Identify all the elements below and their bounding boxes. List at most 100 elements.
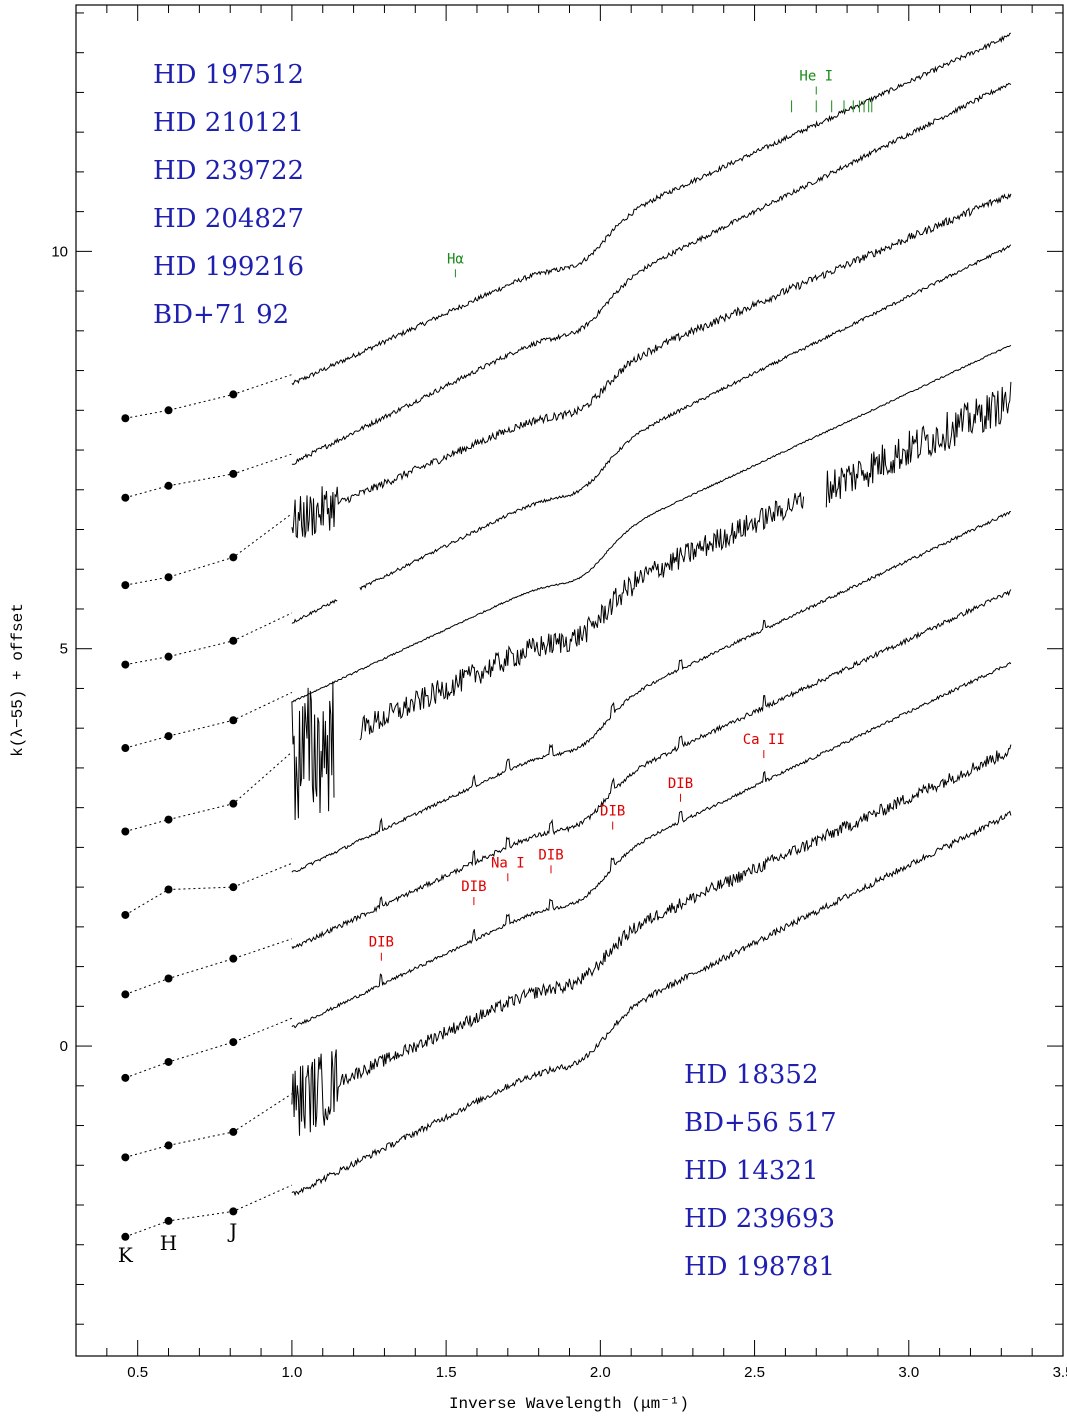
h-point	[164, 885, 173, 894]
x-tick-label: 2.5	[744, 1364, 765, 1381]
j-point	[229, 469, 238, 478]
h-point	[164, 1057, 173, 1066]
j-point	[229, 716, 238, 725]
j-point	[229, 636, 238, 645]
star-list-bottom-right: HD 18352 BD+56 517 HD 14321 HD 239693 HD 198…	[684, 1060, 837, 1282]
photometry-connector	[125, 374, 293, 419]
spectrum-line	[291, 193, 1012, 539]
band-label: J	[227, 1219, 237, 1243]
spectrum-series	[121, 589, 1012, 999]
j-point	[229, 1207, 238, 1216]
star-label: HD 199216	[153, 252, 304, 282]
photometry-connector	[125, 862, 293, 916]
spectrum-series	[121, 82, 1012, 502]
h-point	[164, 815, 173, 824]
h-point	[164, 406, 173, 415]
annotation-label: Na I	[491, 855, 525, 871]
h-point	[164, 732, 173, 741]
h-point	[164, 481, 173, 490]
star-label: HD 239722	[153, 156, 304, 186]
k-point	[121, 827, 130, 836]
spectrum-series	[121, 810, 1012, 1241]
annotation-label: Hα	[447, 251, 464, 267]
star-label: HD 197512	[153, 60, 304, 90]
photometry-connector	[125, 453, 293, 499]
star-label: HD 198781	[684, 1252, 835, 1282]
star-label: BD+71 92	[153, 300, 289, 330]
y-tick-label: 10	[51, 243, 68, 260]
band-labels: K H J	[118, 1219, 237, 1267]
x-tick-label: 1.0	[281, 1364, 302, 1381]
k-point	[121, 1153, 130, 1162]
j-point	[229, 954, 238, 963]
k-point	[121, 493, 130, 502]
annotation-label: Ca II	[743, 732, 785, 748]
x-tick-label: 2.0	[590, 1364, 611, 1381]
photometry-connector	[125, 938, 293, 995]
line-annotation: DIB	[538, 847, 564, 874]
band-label: H	[160, 1231, 177, 1255]
spectrum-series	[121, 661, 1012, 1082]
h-point	[164, 652, 173, 661]
spectrum-line	[291, 810, 1012, 1197]
spectrum-series	[121, 244, 1012, 669]
star-label: HD 210121	[153, 108, 304, 138]
y-axis-label: k(λ−55) + offset	[9, 603, 27, 757]
k-point	[121, 990, 130, 999]
spectrum-line	[291, 82, 1012, 465]
line-annotation: Hα	[447, 251, 464, 278]
spectrum-series	[121, 381, 1012, 836]
h-point	[164, 974, 173, 983]
spectrum-series	[121, 510, 1011, 919]
spectrum-line	[291, 244, 1012, 624]
x-tick-labels: 0.5 1.0 1.5 2.0 2.5 3.0 3.5	[127, 1364, 1067, 1381]
spectrum-line	[291, 744, 1012, 1136]
h-point	[164, 1141, 173, 1150]
x-tick-label: 3.0	[898, 1364, 919, 1381]
line-annotation: Na I	[491, 855, 525, 882]
annotation-label: DIB	[369, 935, 394, 951]
k-point	[121, 414, 130, 423]
line-annotation: DIB	[668, 776, 693, 802]
line-annotation: Ca II	[743, 732, 785, 759]
h-point	[164, 1216, 173, 1225]
annotation-label: He I	[799, 68, 833, 84]
star-label: HD 239693	[684, 1204, 835, 1234]
spectrum-line	[291, 381, 1012, 821]
x-tick-label: 3.5	[1053, 1364, 1067, 1381]
photometry-connector	[125, 751, 293, 832]
spectrum-series	[121, 193, 1012, 590]
photometry-connector	[125, 1017, 293, 1079]
spectra	[121, 32, 1012, 1241]
spectrum-line	[291, 661, 1012, 1029]
x-tick-label: 1.5	[436, 1364, 457, 1381]
spectrum-line	[291, 344, 1012, 703]
photometry-connector	[125, 513, 293, 586]
annotation-label: DIB	[461, 879, 486, 895]
band-label: K	[118, 1243, 134, 1267]
line-annotation: DIB	[600, 804, 625, 830]
star-label: BD+56 517	[684, 1108, 837, 1138]
y-tick-labels: 0 5 10	[51, 243, 68, 1055]
photometry-connector	[125, 1093, 293, 1158]
line-annotations: Hα He I DIB DIB Na I DIB DIB DIB Ca II	[369, 68, 873, 961]
annotation-label: DIB	[538, 847, 563, 863]
x-axis-label: Inverse Wavelength (μm⁻¹)	[449, 1395, 689, 1413]
spectrum-line	[291, 589, 1012, 950]
j-point	[229, 1127, 238, 1136]
photometry-connector	[125, 612, 293, 666]
k-point	[121, 910, 130, 919]
j-point	[229, 799, 238, 808]
k-point	[121, 660, 130, 669]
x-tick-label: 0.5	[127, 1364, 148, 1381]
spectrum-series	[121, 32, 1011, 423]
photometry-connector	[125, 1184, 293, 1238]
annotation-label: DIB	[668, 776, 693, 792]
star-list-top-left: HD 197512 HD 210121 HD 239722 HD 204827 HD 1…	[153, 60, 304, 330]
k-point	[121, 1073, 130, 1082]
k-point	[121, 1232, 130, 1241]
spectrum-series	[121, 344, 1012, 753]
star-label: HD 204827	[153, 204, 304, 234]
star-label: HD 14321	[684, 1156, 819, 1186]
annotation-label: DIB	[600, 804, 625, 820]
